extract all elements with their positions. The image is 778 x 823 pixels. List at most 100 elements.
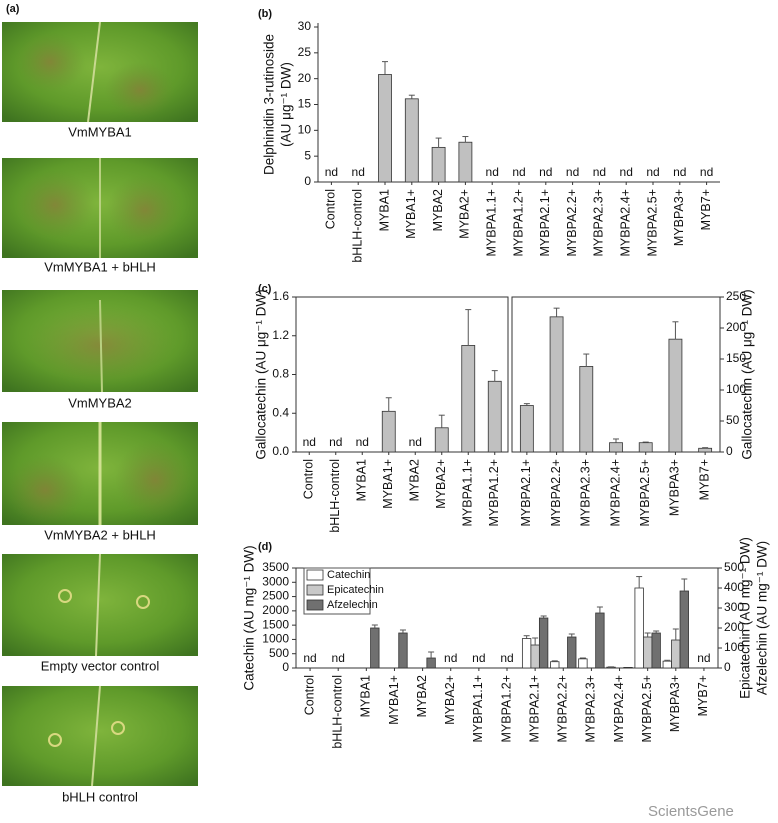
- error-bar: [681, 578, 688, 591]
- error-bar: [636, 576, 643, 588]
- x-tick-label: MYBA2: [408, 459, 422, 501]
- bar: [634, 587, 644, 669]
- value-label: nd: [646, 165, 659, 179]
- x-tick-label: MYBPA2.5+: [645, 189, 659, 257]
- x-tick-label: MYBPA2.3+: [592, 189, 606, 257]
- axis-label: (AU μg⁻¹ DW): [279, 62, 294, 147]
- bar: [643, 636, 653, 669]
- y-tick-label: 0: [304, 174, 311, 188]
- x-tick-label: MYBPA3+: [668, 459, 682, 516]
- caption: VmMYBA1: [68, 124, 132, 139]
- error-bar: [491, 370, 498, 382]
- legend-swatch: [306, 569, 324, 581]
- value-label: nd: [697, 651, 710, 665]
- value-label: nd: [620, 165, 633, 179]
- x-tick-label: MYBPA2.5+: [640, 675, 654, 743]
- error-bar: [672, 628, 679, 640]
- y-tick-label: 0: [282, 660, 289, 674]
- x-tick-label: MYBPA3+: [672, 189, 686, 246]
- error-bar: [540, 615, 547, 618]
- bar: [698, 447, 713, 453]
- value-label: nd: [332, 651, 345, 665]
- x-tick-label: MYBA2: [415, 675, 429, 717]
- x-tick-label: MYBA2+: [458, 189, 472, 239]
- panel-label: (d): [258, 541, 272, 553]
- error-bar: [642, 441, 649, 443]
- x-tick-label: MYBA2+: [443, 675, 457, 725]
- y2-tick-label: 300: [724, 600, 744, 614]
- y-tick-label: 20: [298, 71, 312, 85]
- caption: VmMYBA2: [68, 395, 132, 410]
- legend-swatch: [306, 599, 324, 611]
- axis-label: Catechin (AU mg⁻¹ DW): [242, 545, 257, 690]
- y2-tick-label: 100: [724, 640, 744, 654]
- error-bar: [523, 403, 530, 406]
- bar: [538, 617, 549, 669]
- y-tick-label: 2000: [262, 603, 289, 617]
- x-tick-label: Control: [302, 675, 316, 715]
- value-label: nd: [303, 435, 316, 449]
- bar: [487, 380, 502, 453]
- value-label: nd: [566, 165, 579, 179]
- legend-label: Catechin: [327, 569, 370, 581]
- x-tick-label: MYBPA2.1+: [538, 189, 552, 257]
- value-label: nd: [472, 651, 485, 665]
- value-label: nd: [539, 165, 552, 179]
- bar: [461, 345, 476, 453]
- y-tick-label: 0.0: [272, 444, 289, 458]
- x-tick-label: MYB7+: [696, 675, 710, 716]
- x-tick-label: MYBPA2.4+: [612, 675, 626, 743]
- x-tick-label: MYBA1: [359, 675, 373, 717]
- value-label: nd: [512, 165, 525, 179]
- y2-tick-label: 0: [724, 660, 731, 674]
- legend-label: Afzelechin: [327, 599, 378, 611]
- error-bar: [465, 309, 472, 346]
- panel-label: (b): [258, 8, 272, 20]
- bar: [458, 141, 473, 183]
- value-label: nd: [303, 651, 316, 665]
- error-bar: [438, 414, 445, 428]
- bar: [398, 632, 408, 669]
- bar: [381, 410, 396, 453]
- bar: [679, 590, 689, 669]
- x-tick-label: MYBPA2.3+: [584, 675, 598, 743]
- x-tick-label: MYBA1+: [381, 459, 395, 509]
- leaf-photo: [2, 290, 198, 393]
- x-tick-label: MYBA1: [377, 189, 391, 231]
- bar: [668, 338, 683, 453]
- bar: [426, 657, 436, 669]
- y-tick-label: 1500: [262, 617, 289, 631]
- value-label: nd: [500, 651, 513, 665]
- plot-frame: [295, 296, 509, 453]
- value-label: nd: [700, 165, 713, 179]
- value-label: nd: [409, 435, 422, 449]
- bar: [550, 661, 560, 669]
- value-label: nd: [673, 165, 686, 179]
- error-bar: [579, 657, 586, 659]
- x-tick-label: MYB7+: [699, 189, 713, 230]
- x-tick-label: MYBPA3+: [668, 675, 682, 732]
- bar: [431, 146, 446, 183]
- bar: [609, 442, 623, 453]
- y2-tick-label: 150: [726, 351, 746, 365]
- y2-tick-label: 200: [726, 320, 746, 334]
- y-tick-label: 5: [304, 148, 311, 162]
- bar: [651, 632, 661, 669]
- x-tick-label: Control: [302, 459, 316, 499]
- axis-label: Gallocatechin (AU μg⁻¹ DW): [740, 289, 755, 459]
- bar: [521, 638, 532, 669]
- y-tick-label: 0.8: [272, 367, 289, 381]
- x-tick-label: bHLH-control: [350, 189, 364, 263]
- caption: VmMYBA2 + bHLH: [44, 527, 156, 542]
- error-bar: [613, 438, 619, 443]
- x-tick-label: MYBPA2.2+: [565, 189, 579, 257]
- x-tick-label: MYBPA2.2+: [549, 459, 563, 527]
- watermark: ScientsGene: [648, 803, 734, 820]
- y2-tick-label: 50: [726, 413, 740, 427]
- y-tick-label: 2500: [262, 589, 289, 603]
- error-bar: [385, 397, 392, 412]
- axis-label: Gallocatechin (AU μg⁻¹ DW): [254, 289, 269, 459]
- error-bar: [644, 632, 651, 637]
- x-tick-label: MYBA1+: [404, 189, 418, 239]
